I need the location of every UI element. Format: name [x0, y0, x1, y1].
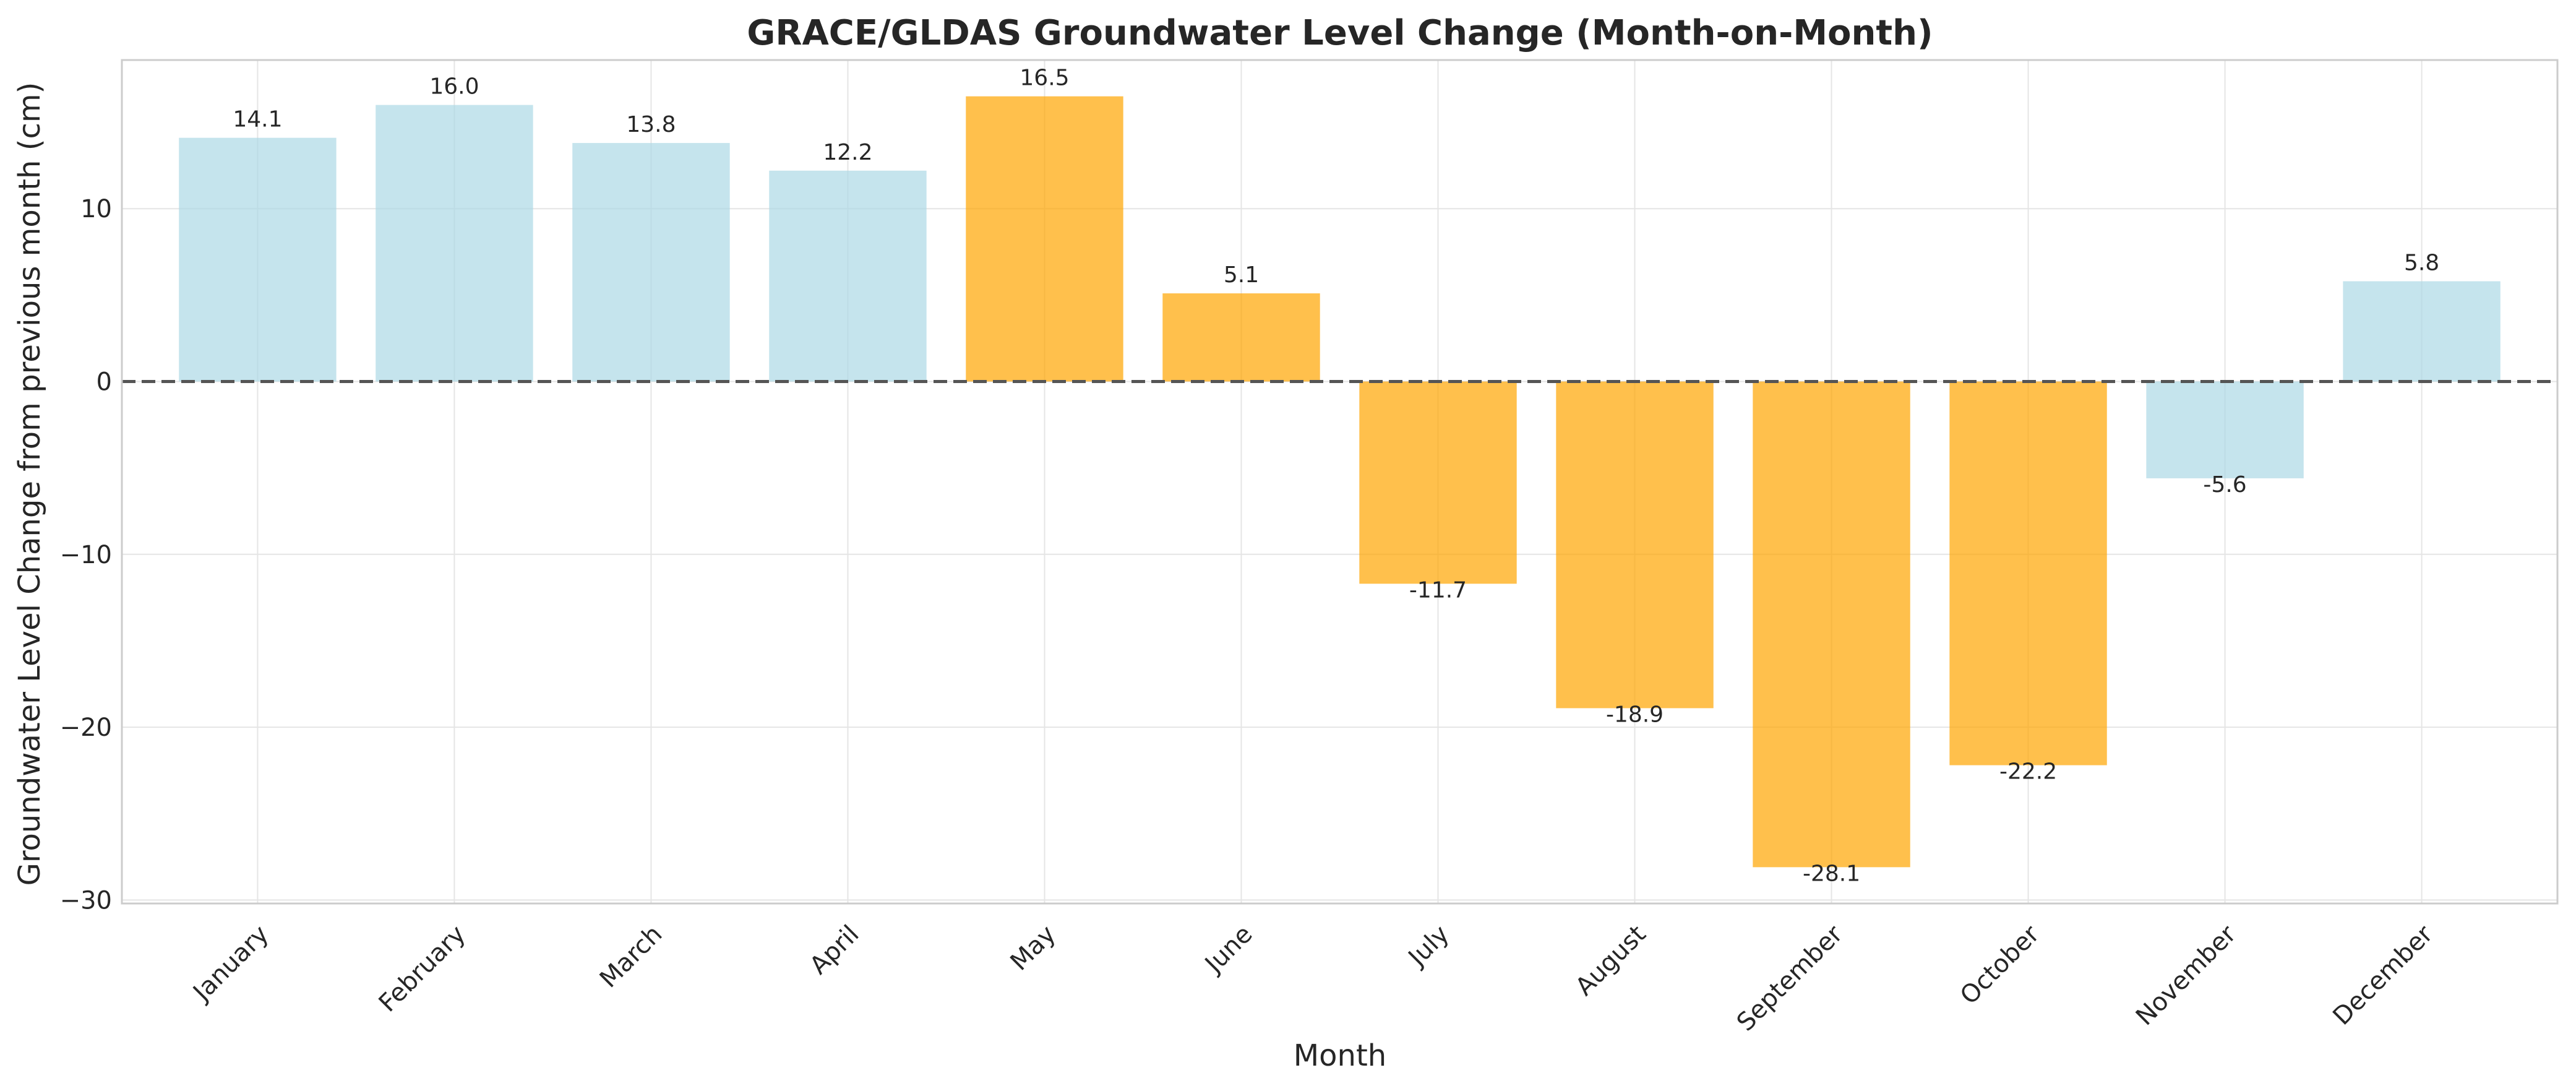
bar-june: [1162, 293, 1320, 382]
y-tick-label: −20: [60, 714, 112, 742]
bar-august: [1556, 381, 1714, 709]
data-label-june: 5.1: [1224, 262, 1259, 288]
bar-september: [1753, 381, 1910, 868]
bar-december: [2343, 281, 2501, 382]
bar-march: [572, 143, 730, 382]
x-tick-label: December: [2327, 920, 2439, 1031]
bar-february: [376, 105, 533, 382]
x-tick-label: March: [595, 920, 668, 994]
data-label-january: 14.1: [233, 107, 282, 132]
x-tick-label: February: [374, 920, 471, 1018]
data-label-july: -11.7: [1409, 577, 1467, 603]
y-axis-ticks: −30 −20 −10 0 10: [60, 195, 112, 915]
data-labels: 14.1 16.0 13.8 12.2 16.5 5.1 -11.7 -18.9 -28.1 -2…: [233, 66, 2439, 887]
x-tick-label: July: [1402, 920, 1455, 973]
x-axis-label: Month: [1294, 1038, 1386, 1073]
data-label-march: 13.8: [626, 112, 676, 137]
data-label-december: 5.8: [2404, 251, 2439, 276]
data-label-february: 16.0: [429, 74, 479, 100]
x-tick-label: January: [187, 920, 275, 1008]
x-tick-label: April: [804, 920, 864, 980]
plot-frame: [121, 59, 2559, 905]
y-tick-label: −30: [60, 886, 112, 915]
bar-may: [966, 96, 1123, 382]
y-tick-label: 0: [97, 368, 112, 397]
chart-title: GRACE/GLDAS Groundwater Level Change (Mo…: [747, 13, 1933, 53]
y-axis-label: Groundwater Level Change from previous m…: [12, 82, 47, 886]
data-label-may: 16.5: [1020, 66, 1069, 91]
bar-january: [179, 137, 337, 382]
x-tick-label: September: [1732, 920, 1848, 1037]
bar-july: [1359, 381, 1517, 584]
bar-april: [769, 170, 927, 382]
bar-november: [2146, 381, 2304, 478]
data-label-november: -5.6: [2203, 472, 2246, 498]
bars: [179, 96, 2501, 868]
data-label-april: 12.2: [823, 140, 872, 165]
x-tick-label: May: [1005, 920, 1062, 977]
data-label-september: -28.1: [1803, 861, 1860, 886]
x-tick-label: October: [1955, 920, 2045, 1010]
y-tick-label: −10: [60, 541, 112, 569]
data-label-august: -18.9: [1606, 702, 1664, 727]
x-tick-label: June: [1198, 920, 1258, 980]
bar-october: [1949, 381, 2107, 765]
x-tick-label: August: [1570, 920, 1652, 1002]
x-tick-label: November: [2131, 920, 2242, 1031]
y-tick-label: 10: [80, 195, 112, 223]
x-axis-ticks: January February March April May June July Augu…: [187, 920, 2439, 1037]
data-label-october: -22.2: [1999, 759, 2057, 785]
